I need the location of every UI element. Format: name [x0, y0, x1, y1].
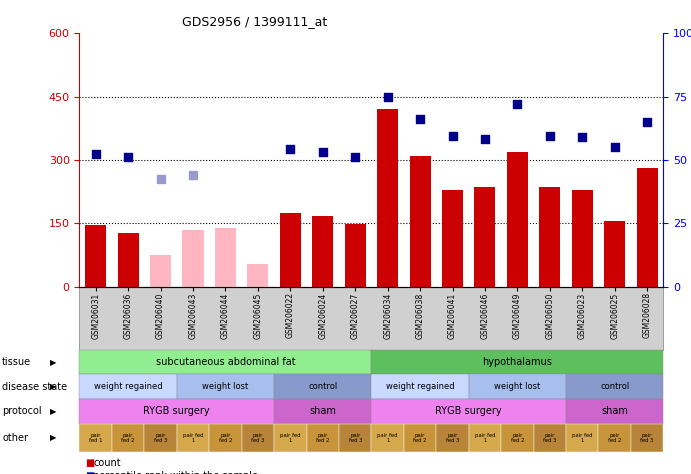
Bar: [345, 224, 366, 287]
Text: ▶: ▶: [50, 358, 57, 366]
Point: [545, 132, 556, 140]
Point: [512, 100, 523, 108]
Text: pair
fed 2: pair fed 2: [608, 433, 621, 443]
Bar: [182, 230, 204, 287]
Text: sham: sham: [310, 406, 337, 417]
Text: other: other: [2, 433, 28, 443]
Point: [317, 148, 328, 156]
Bar: [150, 255, 171, 287]
Text: pair
fed 1: pair fed 1: [89, 433, 102, 443]
Text: pair
fed 3: pair fed 3: [641, 433, 654, 443]
Point: [577, 133, 588, 140]
Bar: [475, 187, 495, 287]
Bar: [571, 190, 593, 287]
Text: pair fed
1: pair fed 1: [280, 433, 301, 443]
Text: RYGB surgery: RYGB surgery: [144, 406, 210, 417]
Text: ■: ■: [85, 471, 94, 474]
Text: weight lost: weight lost: [202, 383, 249, 391]
Text: percentile rank within the sample: percentile rank within the sample: [93, 471, 258, 474]
Text: weight regained: weight regained: [386, 383, 455, 391]
Bar: [117, 233, 139, 287]
Point: [122, 153, 133, 161]
Bar: [377, 109, 398, 287]
Text: pair fed
1: pair fed 1: [572, 433, 592, 443]
Point: [447, 132, 458, 140]
Bar: [215, 228, 236, 287]
Bar: [247, 264, 268, 287]
Bar: [312, 216, 333, 287]
Text: pair
fed 2: pair fed 2: [122, 433, 135, 443]
Text: pair
fed 3: pair fed 3: [348, 433, 362, 443]
Text: hypothalamus: hypothalamus: [482, 357, 552, 367]
Text: GDS2956 / 1399111_at: GDS2956 / 1399111_at: [182, 16, 328, 28]
Text: pair
fed 3: pair fed 3: [543, 433, 556, 443]
Text: control: control: [308, 383, 337, 391]
Point: [350, 153, 361, 161]
Bar: [507, 152, 528, 287]
Text: pair
fed 2: pair fed 2: [218, 433, 232, 443]
Text: pair
fed 2: pair fed 2: [511, 433, 524, 443]
Point: [285, 146, 296, 153]
Text: pair fed
1: pair fed 1: [182, 433, 203, 443]
Text: pair
fed 3: pair fed 3: [154, 433, 167, 443]
Text: pair
fed 2: pair fed 2: [316, 433, 330, 443]
Text: pair
fed 3: pair fed 3: [252, 433, 265, 443]
Text: ▶: ▶: [50, 383, 57, 391]
Point: [480, 135, 491, 143]
Bar: [85, 226, 106, 287]
Point: [415, 115, 426, 122]
Point: [187, 171, 198, 179]
Text: disease state: disease state: [2, 382, 67, 392]
Text: pair fed
1: pair fed 1: [475, 433, 495, 443]
Text: ▶: ▶: [50, 434, 57, 442]
Bar: [539, 187, 560, 287]
Text: ▶: ▶: [50, 407, 57, 416]
Text: tissue: tissue: [2, 357, 31, 367]
Bar: [604, 221, 625, 287]
Bar: [442, 190, 463, 287]
Bar: [280, 213, 301, 287]
Point: [90, 150, 101, 157]
Text: pair
fed 2: pair fed 2: [413, 433, 427, 443]
Text: pair
fed 3: pair fed 3: [446, 433, 460, 443]
Text: subcutaneous abdominal fat: subcutaneous abdominal fat: [155, 357, 295, 367]
Text: ■: ■: [85, 458, 94, 468]
Text: weight regained: weight regained: [94, 383, 162, 391]
Bar: [410, 156, 430, 287]
Bar: [636, 168, 658, 287]
Text: sham: sham: [601, 406, 628, 417]
Text: protocol: protocol: [2, 406, 41, 417]
Text: weight lost: weight lost: [494, 383, 540, 391]
Text: control: control: [600, 383, 630, 391]
Point: [609, 144, 621, 151]
Text: pair fed
1: pair fed 1: [377, 433, 398, 443]
Text: RYGB surgery: RYGB surgery: [435, 406, 502, 417]
Text: count: count: [93, 458, 121, 468]
Point: [155, 175, 166, 183]
Point: [642, 118, 653, 126]
Point: [382, 94, 393, 101]
